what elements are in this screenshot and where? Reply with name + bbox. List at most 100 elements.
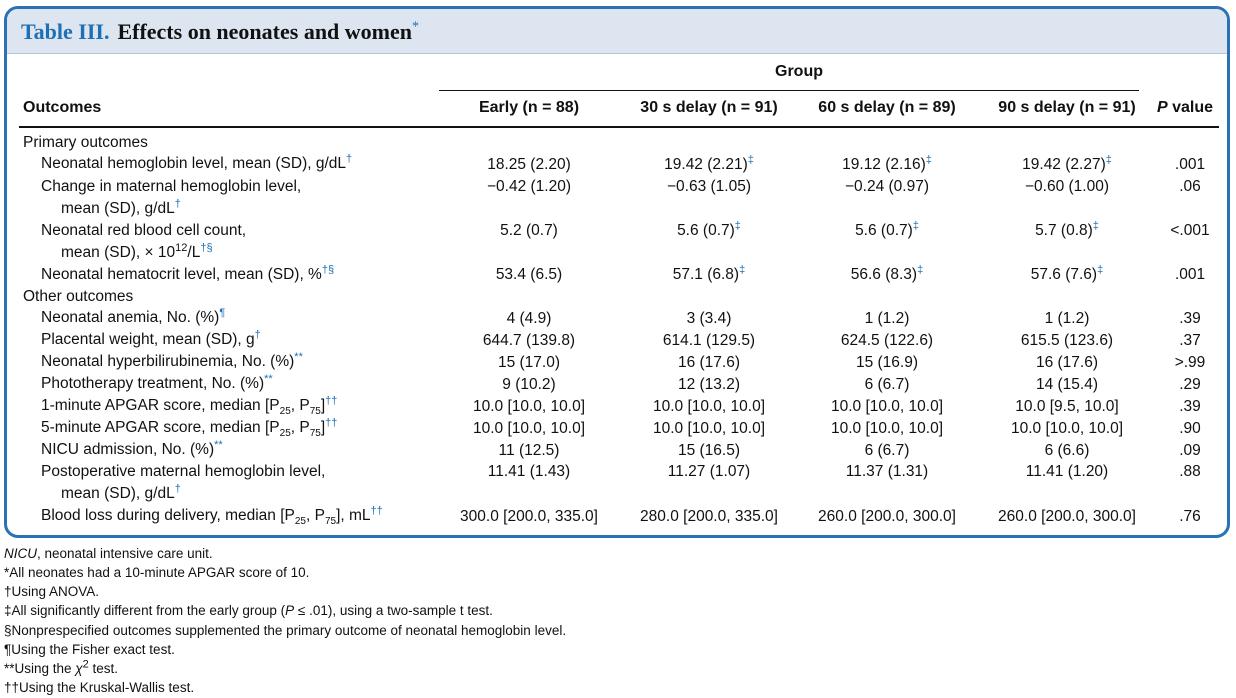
footnote-double-dagger: ‡All significantly different from the ea… [4, 602, 493, 620]
row-label-text: 5-minute APGAR score, median [P [41, 419, 280, 436]
cell-value: 57.6 (7.6) [1030, 266, 1098, 283]
row-label-text: mean (SD), × 10 [61, 244, 176, 261]
row-label-text: mean (SD), g/dL [61, 200, 175, 217]
cell-90s: 260.0 [200.0, 300.0] [998, 508, 1136, 525]
cell-value: 19.42 (2.27) [1022, 156, 1106, 173]
cell-footnote: ‡ [925, 153, 932, 166]
cell-p-value: .29 [1179, 376, 1201, 393]
p-value-header: P value [1157, 99, 1213, 117]
table-title-bar: Table III. Effects on neonates and women* [7, 9, 1227, 54]
cell-30s: 12 (13.2) [677, 376, 741, 393]
row-label-text: mean (SD), g/dL [61, 485, 175, 502]
footnote-text: ‡All significantly different from the ea… [4, 603, 286, 618]
row-label-footnote: ** [214, 438, 223, 451]
cell-p-value: .37 [1179, 332, 1201, 349]
row-label-text: Blood loss during delivery, median [P [41, 507, 295, 524]
cell-90s: 11.41 (1.20) [1025, 463, 1109, 480]
column-header-90s: 90 s delay (n = 91) [998, 99, 1136, 116]
footnote-star: *All neonates had a 10-minute APGAR scor… [4, 565, 310, 580]
row-label-mid: , P [306, 507, 325, 524]
cell-early: 5.2 (0.7) [500, 222, 558, 239]
row-label: Neonatal hyperbilirubinemia, No. (%)** [41, 350, 303, 372]
section-primary-outcomes: Primary outcomes [23, 134, 148, 151]
cell-value: 5.6 (0.7) [677, 222, 735, 239]
row-label-text: 1-minute APGAR score, median [P [41, 397, 280, 414]
cell-30s: 3 (3.4) [686, 310, 732, 327]
cell-p-value: .001 [1174, 266, 1206, 283]
cell-footnote: ‡ [739, 263, 746, 276]
row-label: 1-minute APGAR score, median [P25, P75]†… [41, 395, 337, 416]
outcomes-header: Outcomes [23, 99, 102, 116]
row-label-subscript: 25 [279, 428, 291, 440]
footnote-text: test. [88, 661, 119, 676]
header-rule [19, 126, 1219, 128]
cell-early: 644.7 (139.8) [482, 332, 576, 349]
cell-early: 9 (10.2) [502, 376, 556, 393]
cell-90s: 16 (17.6) [1035, 354, 1099, 371]
table-frame: Table III. Effects on neonates and women*… [4, 6, 1230, 538]
cell-60s: 260.0 [200.0, 300.0] [818, 508, 956, 525]
footnote-chi-exponent: 2 [82, 658, 89, 671]
row-label-footnote: † [254, 328, 261, 341]
footnote-pilcrow: ¶Using the Fisher exact test. [4, 642, 175, 657]
row-label-subscript: 75 [324, 516, 337, 528]
row-label: NICU admission, No. (%)** [41, 438, 223, 460]
row-label-mid: , P [290, 419, 310, 436]
footnote-abbreviation: NICU, neonatal intensive care unit. [4, 545, 213, 563]
row-label-footnote: †† [370, 504, 383, 517]
cell-value: 5.6 (0.7) [855, 222, 913, 239]
title-footnote-mark: * [412, 19, 420, 35]
footnote-abbr-def: , neonatal intensive care unit. [37, 546, 213, 561]
cell-60s: 11.37 (1.31) [845, 463, 929, 480]
row-label: Placental weight, mean (SD), g† [41, 328, 261, 350]
cell-early: 4 (4.9) [506, 310, 552, 327]
group-header: Group [775, 63, 823, 80]
row-label-text: Neonatal hematocrit level, mean (SD), % [41, 266, 322, 283]
footnote-text: **Using the [4, 661, 76, 676]
row-label-footnote: ** [294, 350, 303, 363]
table-title-text: Effects on neonates and women [117, 19, 413, 44]
cell-30s: −0.63 (1.05) [666, 178, 752, 195]
cell-value: 56.6 (8.3) [850, 266, 918, 283]
table-title: Table III. Effects on neonates and women* [21, 19, 419, 45]
row-label-exponent: 12 [175, 241, 188, 254]
cell-early: 11 (12.5) [498, 442, 560, 459]
cell-60s: 5.6 (0.7)‡ [807, 220, 967, 241]
cell-early: 300.0 [200.0, 335.0] [460, 508, 598, 525]
cell-90s: 10.0 [9.5, 10.0] [1015, 398, 1119, 415]
row-label-footnote: † [174, 482, 181, 495]
row-label-subscript: 75 [309, 428, 321, 440]
row-label-footnote: ** [264, 372, 273, 385]
row-label-mid: , P [290, 397, 310, 414]
cell-60s: 1 (1.2) [864, 310, 910, 327]
cell-early: 18.25 (2.20) [449, 155, 609, 175]
cell-p-value: .76 [1179, 508, 1201, 525]
cell-30s: 19.42 (2.21)‡ [629, 154, 789, 175]
cell-90s: 1 (1.2) [1044, 310, 1090, 327]
cell-30s: 15 (16.5) [677, 442, 741, 459]
footnote-section: §Nonprespecified outcomes supplemented t… [4, 623, 567, 638]
cell-early: 10.0 [10.0, 10.0] [472, 420, 586, 437]
cell-30s: 614.1 (129.5) [662, 332, 756, 349]
row-label: Blood loss during delivery, median [P25,… [41, 504, 383, 528]
cell-30s: 57.1 (6.8)‡ [629, 263, 789, 285]
cell-value: 57.1 (6.8) [672, 266, 740, 283]
cell-p-value: .39 [1179, 398, 1201, 415]
cell-60s: 15 (16.9) [855, 354, 919, 371]
cell-90s: 19.42 (2.27)‡ [987, 154, 1147, 175]
cell-30s: 5.6 (0.7)‡ [629, 220, 789, 241]
row-label-text: Neonatal hyperbilirubinemia, No. (%) [41, 353, 295, 370]
row-label-end: ] [320, 419, 326, 436]
cell-value: 19.12 (2.16) [842, 156, 926, 173]
cell-p-value: >.99 [1174, 354, 1206, 371]
footnote-p-symbol: P [285, 603, 295, 618]
row-label: Neonatal hemoglobin level, mean (SD), g/… [41, 153, 352, 174]
cell-60s: 56.6 (8.3)‡ [807, 264, 967, 285]
row-label: Phototherapy treatment, No. (%)** [41, 372, 273, 394]
cell-30s: 16 (17.6) [677, 354, 741, 371]
row-label: Neonatal red blood cell count, [41, 222, 247, 239]
row-label: Neonatal hematocrit level, mean (SD), %†… [41, 264, 334, 285]
column-header-early: Early (n = 88) [478, 99, 580, 116]
p-value-header-suffix: value [1167, 99, 1214, 116]
table-number: Table III. [21, 19, 110, 44]
